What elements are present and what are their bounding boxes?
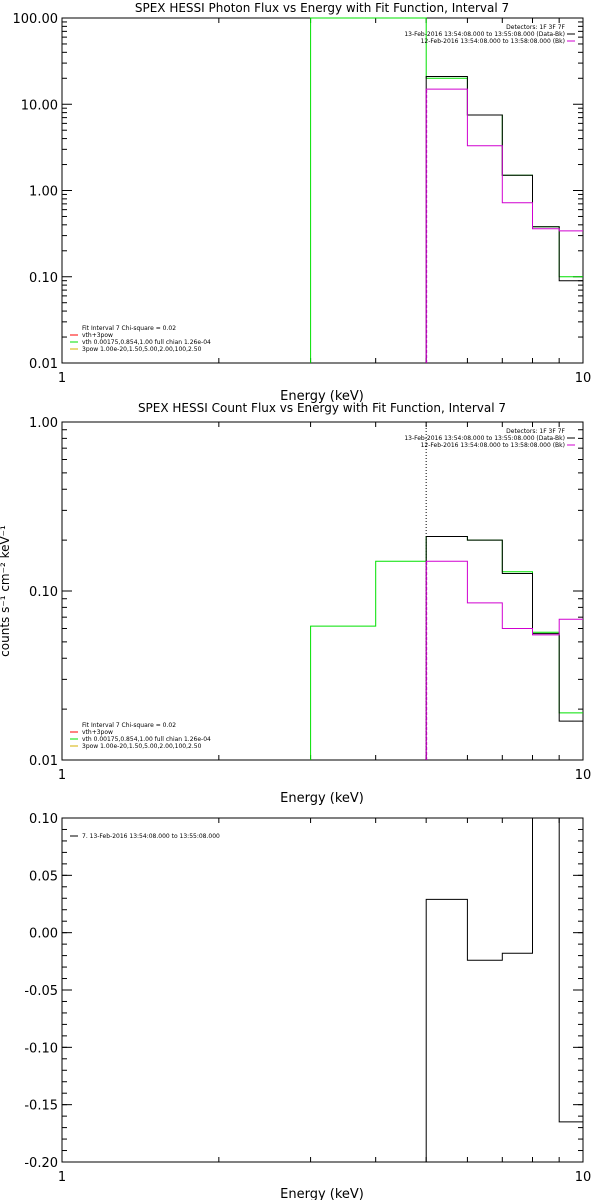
y-tick-label: 1.00 [29, 185, 58, 200]
legend-entry-text: 7. 13-Feb-2016 13:54:08.000 to 13:55:08.… [82, 833, 220, 840]
y-tick-label: 100.00 [13, 12, 59, 27]
legend-entry-text: Detectors: 1F 3F 7F [506, 24, 565, 31]
x-tick-label: 10 [575, 1170, 592, 1185]
series-line [425, 817, 584, 1162]
photon-flux-xlabel: Energy (keV) [280, 389, 364, 404]
residuals-plot: 1 10 -0.20 -0.15 -0.10 -0.05 0.00 0.05 0.10 7. 13… [24, 812, 591, 1185]
y-tick-label: -0.15 [24, 1099, 58, 1114]
count-flux-title: SPEX HESSI Count Flux vs Energy with Fit… [138, 401, 506, 415]
y-tick-label: 0.01 [29, 754, 58, 769]
plot-frame [61, 17, 584, 364]
series-line [310, 536, 583, 760]
series-line [425, 88, 583, 363]
count-flux-ylabel: counts s⁻¹ cm⁻² keV⁻¹ [0, 525, 12, 657]
photon-flux-panel: SPEX HESSI Photon Flux vs Energy with Fi… [13, 1, 592, 404]
residuals-xlabel: Energy (keV) [280, 1187, 364, 1200]
y-tick-label: 0.01 [29, 357, 58, 372]
y-tick-label: -0.05 [24, 984, 58, 999]
legend-entry-text: 12-Feb-2016 13:54:08.000 to 13:58:08.000… [421, 442, 565, 449]
x-tick-label: 1 [58, 1170, 66, 1185]
y-tick-label: 1.00 [29, 416, 58, 431]
photon-flux-title: SPEX HESSI Photon Flux vs Energy with Fi… [135, 1, 509, 15]
y-tick-label: 10.00 [21, 98, 58, 113]
x-tick-label: 1 [58, 371, 66, 386]
legend-entry-text: vth+3pow [82, 332, 113, 339]
legend-entry-text: 12-Feb-2016 13:54:08.000 to 13:58:08.000… [421, 38, 565, 45]
series-line [310, 17, 583, 363]
y-tick-label: 0.10 [29, 585, 58, 600]
legend-entry-text: vth+3pow [82, 729, 113, 736]
legend-entry-text: Detectors: 1F 3F 7F [506, 428, 565, 435]
y-tick-label: 0.10 [29, 812, 58, 827]
legend-entry-text: vth 0.00175,0.854,1.00 full chian 1.26e-… [82, 736, 211, 743]
legend-entry-text: 3pow 1.00e-20,1.50,5.00,2.00,100,2.50 [82, 743, 202, 750]
y-tick-label: -0.20 [24, 1156, 58, 1171]
series-line [425, 76, 583, 363]
legend-entry-text: vth 0.00175,0.854,1.00 full chian 1.26e-… [82, 339, 211, 346]
x-tick-label: 1 [58, 768, 66, 783]
legend-entry-text: Fit Interval 7 Chi-square = 0.02 [82, 325, 176, 332]
count-flux-plot: 1 10 0.01 0.10 1.00 Detectors: 1F 3F 7F13-Feb… [29, 416, 591, 783]
y-tick-label: 0.10 [29, 271, 58, 286]
photon-flux-plot: 1 10 0.01 0.10 1.00 10.00 100.00 Detectors: 1F … [13, 12, 592, 386]
count-flux-xlabel: Energy (keV) [280, 791, 364, 806]
legend-entry-text: 13-Feb-2016 13:54:08.000 to 13:55:08.000… [404, 31, 565, 38]
series-line [425, 560, 583, 760]
legend-entry-text: 13-Feb-2016 13:54:08.000 to 13:55:08.000… [404, 435, 565, 442]
x-tick-label: 10 [575, 768, 592, 783]
residuals-panel: 1 10 -0.20 -0.15 -0.10 -0.05 0.00 0.05 0.10 7. 13… [24, 812, 591, 1200]
y-tick-label: 0.00 [29, 927, 58, 942]
y-tick-label: -0.10 [24, 1041, 58, 1056]
plot-frame [61, 817, 584, 1163]
plot-frame [61, 421, 584, 761]
y-tick-label: 0.05 [29, 869, 58, 884]
x-tick-label: 10 [575, 371, 592, 386]
count-flux-panel: SPEX HESSI Count Flux vs Energy with Fit… [0, 401, 591, 806]
legend-entry-text: Fit Interval 7 Chi-square = 0.02 [82, 722, 176, 729]
legend-entry-text: 3pow 1.00e-20,1.50,5.00,2.00,100,2.50 [82, 346, 202, 353]
series-line [425, 536, 583, 760]
